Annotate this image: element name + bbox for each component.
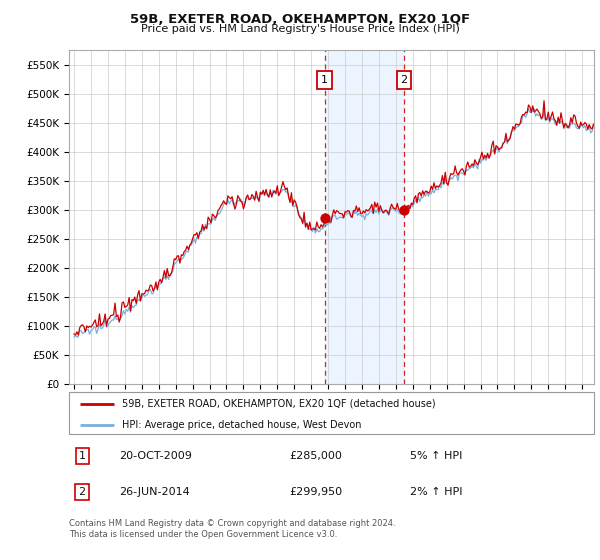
Text: 20-OCT-2009: 20-OCT-2009 (119, 451, 192, 461)
Point (320, 214, 329, 223)
Text: 1: 1 (321, 76, 328, 85)
Text: 26-JUN-2014: 26-JUN-2014 (119, 487, 190, 497)
Text: HPI: Average price, detached house, West Devon: HPI: Average price, detached house, West… (121, 420, 361, 430)
Text: £285,000: £285,000 (290, 451, 343, 461)
Text: Price paid vs. HM Land Registry's House Price Index (HPI): Price paid vs. HM Land Registry's House … (140, 24, 460, 34)
Text: 1: 1 (79, 451, 86, 461)
Text: 59B, EXETER ROAD, OKEHAMPTON, EX20 1QF: 59B, EXETER ROAD, OKEHAMPTON, EX20 1QF (130, 13, 470, 26)
Text: 2: 2 (400, 76, 407, 85)
Text: 2% ↑ HPI: 2% ↑ HPI (410, 487, 463, 497)
Text: Contains HM Land Registry data © Crown copyright and database right 2024.
This d: Contains HM Land Registry data © Crown c… (69, 519, 395, 539)
Text: £299,950: £299,950 (290, 487, 343, 497)
Text: 2: 2 (79, 487, 86, 497)
Bar (325, 50, 404, 384)
Point (399, 206, 409, 214)
Text: 5% ↑ HPI: 5% ↑ HPI (410, 451, 463, 461)
Text: 59B, EXETER ROAD, OKEHAMPTON, EX20 1QF (detached house): 59B, EXETER ROAD, OKEHAMPTON, EX20 1QF (… (121, 399, 435, 409)
